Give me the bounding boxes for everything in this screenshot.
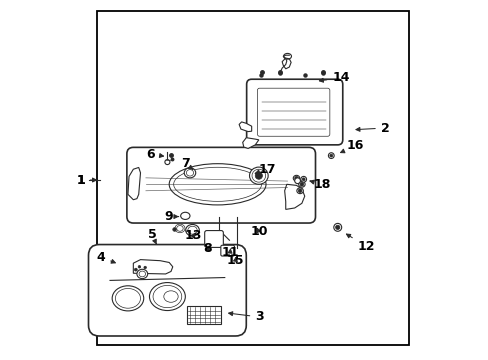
Text: 11: 11 [221, 246, 239, 259]
Text: 14: 14 [319, 71, 349, 84]
Ellipse shape [298, 181, 305, 187]
Ellipse shape [328, 153, 333, 158]
Ellipse shape [164, 159, 169, 165]
FancyBboxPatch shape [88, 244, 246, 336]
Polygon shape [133, 260, 172, 274]
FancyBboxPatch shape [246, 79, 342, 145]
Ellipse shape [293, 175, 299, 181]
Ellipse shape [184, 168, 195, 178]
Text: 1: 1 [76, 174, 96, 186]
Text: 1: 1 [76, 174, 85, 186]
Ellipse shape [180, 212, 190, 220]
Ellipse shape [169, 164, 265, 205]
Ellipse shape [185, 225, 199, 236]
Text: 7: 7 [181, 157, 193, 170]
Ellipse shape [296, 188, 303, 194]
Ellipse shape [112, 286, 143, 311]
Text: 16: 16 [340, 139, 364, 153]
Ellipse shape [134, 268, 137, 271]
Ellipse shape [298, 189, 301, 193]
Ellipse shape [294, 178, 300, 184]
Ellipse shape [172, 228, 176, 231]
Text: 12: 12 [346, 234, 374, 253]
FancyBboxPatch shape [126, 147, 315, 223]
FancyBboxPatch shape [204, 230, 223, 247]
Text: 15: 15 [226, 254, 244, 267]
Text: 3: 3 [228, 310, 264, 324]
Ellipse shape [329, 154, 332, 157]
Polygon shape [282, 58, 290, 69]
Text: 8: 8 [203, 242, 212, 255]
Text: 5: 5 [147, 228, 156, 244]
Ellipse shape [143, 266, 146, 269]
Polygon shape [242, 138, 258, 148]
Ellipse shape [300, 183, 303, 186]
FancyBboxPatch shape [221, 245, 234, 256]
Polygon shape [284, 184, 304, 210]
Ellipse shape [255, 172, 262, 179]
Ellipse shape [149, 283, 185, 311]
Ellipse shape [302, 178, 305, 181]
Ellipse shape [294, 176, 298, 180]
Ellipse shape [335, 225, 339, 229]
Text: 6: 6 [146, 148, 163, 161]
Text: 4: 4 [97, 251, 115, 264]
Text: 2: 2 [355, 122, 389, 135]
Text: 13: 13 [184, 229, 202, 242]
Text: 10: 10 [249, 225, 267, 238]
Polygon shape [239, 122, 251, 132]
Text: 9: 9 [164, 210, 178, 223]
Ellipse shape [249, 167, 267, 184]
Text: 18: 18 [309, 178, 330, 191]
Ellipse shape [138, 266, 141, 268]
Bar [97, 12, 408, 345]
Ellipse shape [137, 269, 147, 279]
Text: 17: 17 [255, 163, 275, 176]
Ellipse shape [300, 176, 306, 182]
Bar [187, 306, 221, 324]
Ellipse shape [333, 224, 341, 231]
Polygon shape [128, 167, 140, 200]
